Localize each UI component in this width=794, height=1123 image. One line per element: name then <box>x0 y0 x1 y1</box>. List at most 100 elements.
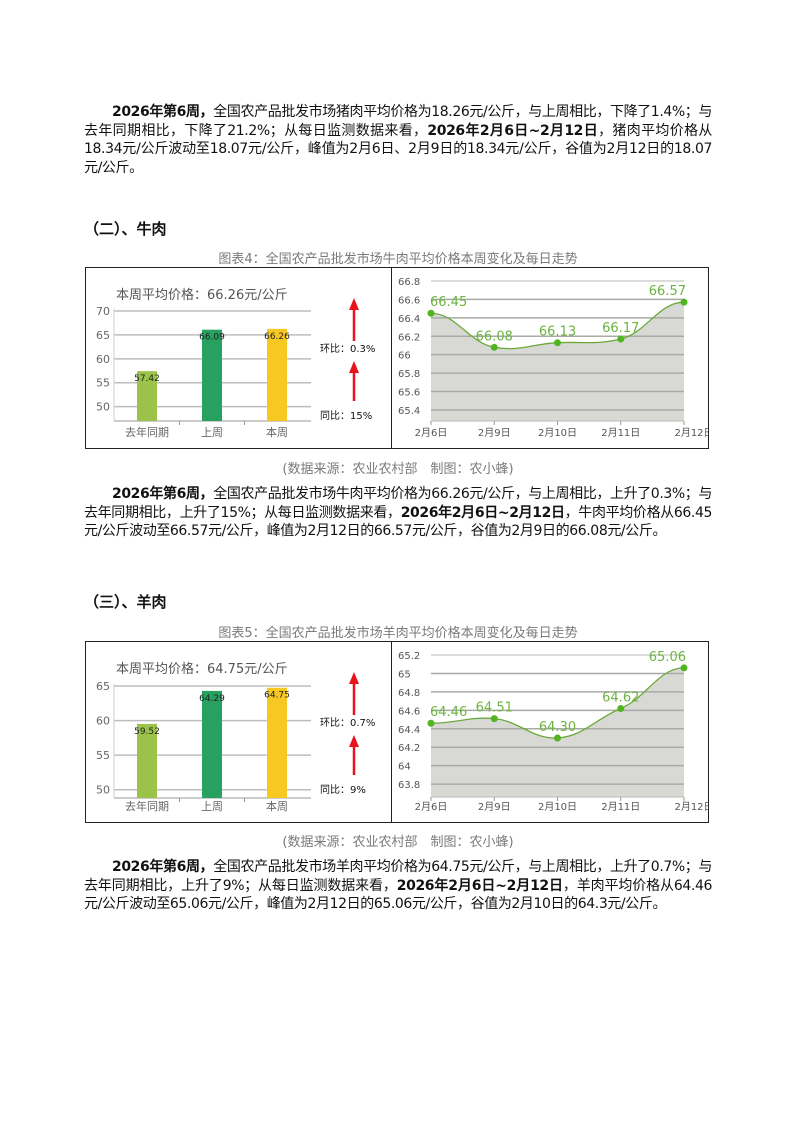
bold-text: 2026年2月6日~2月12日 <box>427 122 599 139</box>
y-tick-label: 55 <box>96 377 110 390</box>
bold-text: 2026年第6周， <box>112 859 214 875</box>
up-arrow-head-icon <box>349 298 359 310</box>
beef-daily-line-chart: 65.4 65.6 65.8 66 66.2 66.4 66.6 66.8 66.45 2月6日 6… <box>391 268 708 448</box>
data-point <box>554 339 561 347</box>
y-tick-label: 55 <box>96 749 110 762</box>
lamb-daily-line-chart: 63.8 64 64.2 64.4 64.6 64.8 65 65.2 64.46 2月6日 64.… <box>391 642 708 822</box>
text-run: 全国农产品批发市场猪肉平均价格为18.26元/公斤，与上周相比，下降了1.4%；… <box>84 104 713 139</box>
data-point <box>617 335 625 343</box>
up-arrow-head-icon <box>349 361 359 373</box>
y-tick-label: 65 <box>398 669 411 680</box>
x-tick-label: 2月12日 <box>674 427 708 439</box>
bar <box>202 329 222 421</box>
x-tick-label: 本周 <box>266 799 288 813</box>
figure-4-beef: 本周平均价格：66.26元/公斤 50 55 60 65 70 57.42 去年同期 66.09… <box>85 267 709 449</box>
text-run: ，牛肉平均价格从66.45元/公斤波动至66.57元/公斤，峰值为2月12日的6… <box>84 504 712 540</box>
data-point <box>490 343 498 351</box>
paragraph-lamb: 2026年第6周，全国农产品批发市场羊肉平均价格为64.75元/公斤，与上周相比… <box>84 858 712 914</box>
point-value-label: 64.51 <box>476 701 513 716</box>
data-point <box>490 715 498 723</box>
x-tick-label: 上周 <box>201 800 223 813</box>
point-value-label: 64.62 <box>602 690 639 705</box>
x-tick-label: 去年同期 <box>125 799 169 813</box>
text-run: ，猪肉平均价格从18.34元/公斤波动至18.07元/公斤，峰值为2月6日、2月… <box>84 122 712 176</box>
paragraph-pork: 2026年第6周，全国农产品批发市场猪肉平均价格为18.26元/公斤，与上周相比… <box>84 103 712 177</box>
bar <box>267 687 287 798</box>
y-tick-label: 65.8 <box>398 369 420 380</box>
y-tick-label: 65 <box>96 329 110 342</box>
bar <box>267 328 287 421</box>
x-tick-label: 2月10日 <box>538 801 577 813</box>
x-tick-label: 2月11日 <box>601 801 640 813</box>
area-fill <box>431 302 684 421</box>
x-tick-label: 2月12日 <box>674 801 708 813</box>
bar-value-label: 66.09 <box>199 333 225 343</box>
y-tick-label: 64.8 <box>398 688 420 699</box>
bar-value-label: 64.75 <box>264 691 290 701</box>
area-fill <box>431 667 684 797</box>
data-point <box>427 309 435 317</box>
section-heading-beef: （二）、牛肉 <box>84 220 167 238</box>
text-run: 全国农产品批发市场牛肉平均价格为66.26元/公斤，与上周相比，上升了0.3%；… <box>84 486 713 521</box>
y-tick-label: 66.8 <box>398 277 420 288</box>
bold-text: 2026年2月6日~2月12日 <box>396 877 564 894</box>
x-tick-label: 2月11日 <box>601 427 640 439</box>
y-tick-label: 63.8 <box>398 780 420 791</box>
y-tick-label: 66.6 <box>398 295 420 306</box>
point-value-label: 66.08 <box>476 329 513 344</box>
y-tick-label: 50 <box>96 401 110 414</box>
lamb-weekly-bar-chart: 本周平均价格：64.75元/公斤 50 55 60 65 59.52 去年同期 64.29 上周… <box>86 642 392 822</box>
x-tick-label: 2月9日 <box>478 427 511 439</box>
figure-5-lamb: 本周平均价格：64.75元/公斤 50 55 60 65 59.52 去年同期 64.29 上周… <box>85 641 709 823</box>
y-tick-label: 64.4 <box>398 725 420 736</box>
bar-value-label: 57.42 <box>134 374 160 384</box>
section-heading-lamb: （三）、羊肉 <box>84 593 167 611</box>
lamb-bar-svg: 本周平均价格：64.75元/公斤 50 55 60 65 59.52 去年同期 64.29 上周… <box>96 661 375 813</box>
figure-caption-4: 图表4：全国农产品批发市场牛肉平均价格本周变化及每日走势 <box>218 252 578 267</box>
mom-change-label: 环比：0.7% <box>320 717 375 729</box>
y-tick-label: 64 <box>398 762 411 773</box>
data-source-4: (数据来源：农业农村部 制图：农小蜂) <box>282 462 514 477</box>
text-run: ，羊肉平均价格从64.46元/公斤波动至65.06元/公斤，峰值为2月12日的6… <box>84 877 712 913</box>
data-point <box>680 298 688 306</box>
y-tick-label: 65.6 <box>398 388 420 399</box>
point-value-label: 66.17 <box>602 321 639 336</box>
text-run: 全国农产品批发市场羊肉平均价格为64.75元/公斤，与上周相比，上升了0.7%；… <box>84 859 713 894</box>
point-value-label: 64.46 <box>430 705 467 720</box>
data-point <box>617 704 625 712</box>
point-value-label: 65.06 <box>649 650 686 665</box>
bar <box>137 723 157 798</box>
beef-bar-svg: 本周平均价格：66.26元/公斤 50 55 60 65 70 57.42 去年同期 66.09… <box>96 287 375 439</box>
x-tick-label: 上周 <box>201 426 223 439</box>
y-tick-label: 66.4 <box>398 314 420 325</box>
bold-text: 2026年2月6日~2月12日 <box>400 504 565 521</box>
x-tick-label: 2月10日 <box>538 427 577 439</box>
x-tick-label: 2月6日 <box>415 427 448 439</box>
y-tick-label: 66 <box>398 351 411 362</box>
bar-value-label: 64.29 <box>199 694 225 704</box>
y-tick-label: 50 <box>96 784 110 797</box>
bar-value-label: 66.26 <box>264 332 290 342</box>
x-tick-label: 去年同期 <box>125 425 169 439</box>
x-tick-label: 2月9日 <box>478 801 511 813</box>
point-value-label: 66.13 <box>539 325 576 340</box>
y-tick-label: 65 <box>96 680 110 693</box>
bold-text: 2026年第6周， <box>112 486 214 502</box>
bar-chart-title: 本周平均价格：64.75元/公斤 <box>116 661 288 677</box>
y-tick-label: 70 <box>96 305 110 318</box>
x-tick-label: 本周 <box>266 425 288 439</box>
lamb-line-svg: 63.8 64 64.2 64.4 64.6 64.8 65 65.2 64.46 2月6日 64.… <box>398 650 708 813</box>
bold-text: 2026年第6周， <box>112 104 214 120</box>
y-tick-label: 60 <box>96 715 110 728</box>
point-value-label: 66.57 <box>649 284 686 299</box>
data-point <box>554 734 561 742</box>
figure-caption-5: 图表5：全国农产品批发市场羊肉平均价格本周变化及每日走势 <box>218 626 578 641</box>
bar-value-label: 59.52 <box>134 727 160 737</box>
y-tick-label: 64.6 <box>398 706 420 717</box>
point-value-label: 66.45 <box>430 295 467 310</box>
x-tick-label: 2月6日 <box>415 801 448 813</box>
yoy-change-label: 同比：15% <box>320 410 372 422</box>
bar-chart-title: 本周平均价格：66.26元/公斤 <box>116 287 288 303</box>
paragraph-beef: 2026年第6周，全国农产品批发市场牛肉平均价格为66.26元/公斤，与上周相比… <box>84 485 712 541</box>
data-point <box>680 664 688 672</box>
